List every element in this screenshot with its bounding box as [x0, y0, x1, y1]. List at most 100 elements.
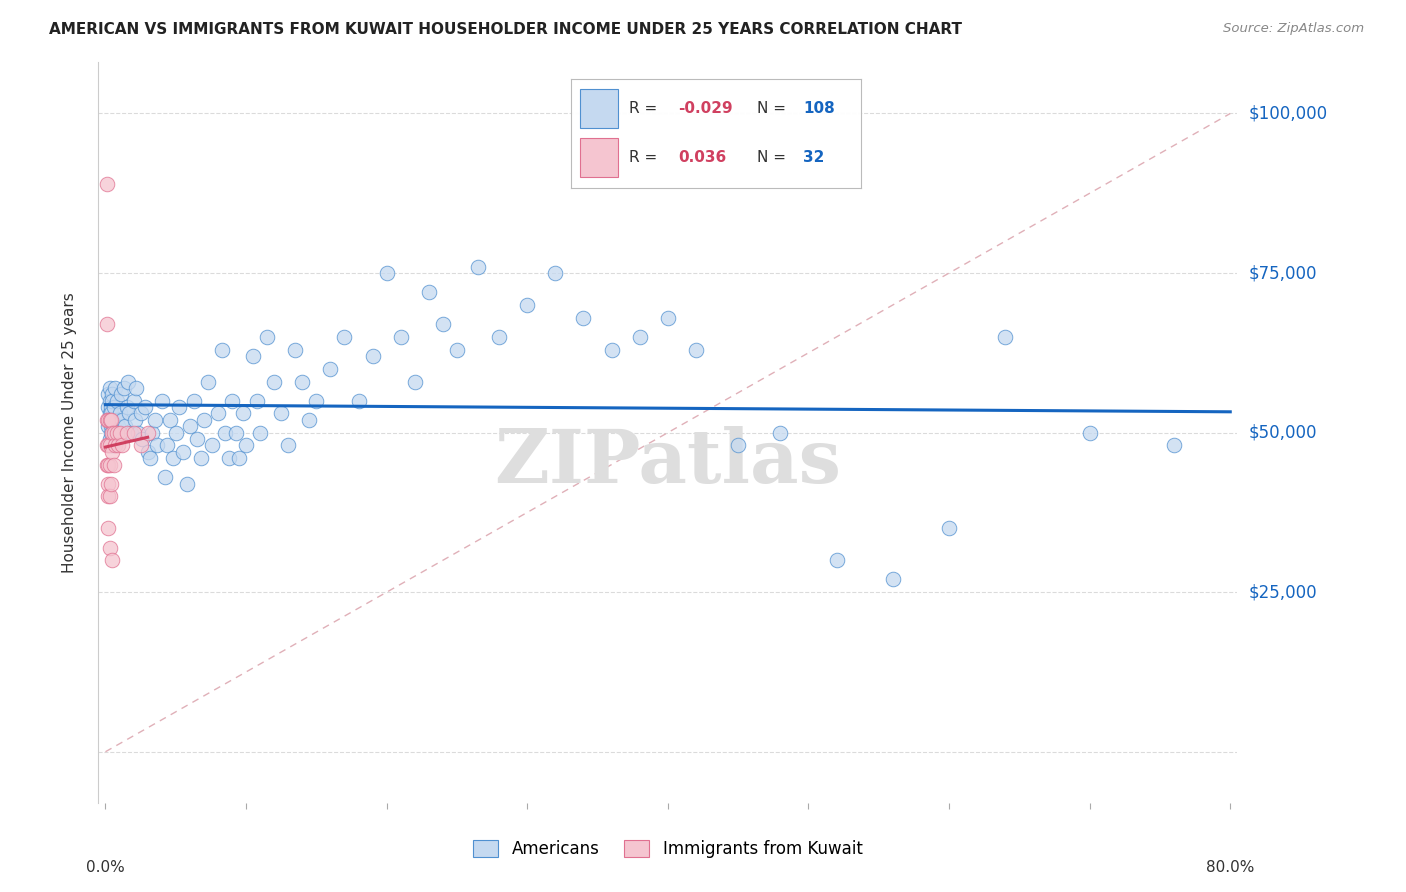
Point [1078, 425, 1101, 440]
Point [572, 310, 595, 325]
Point [115, 425, 138, 440]
Point [111, 413, 134, 427]
Point [97, 400, 120, 414]
Point [131, 432, 153, 446]
Point [115, 400, 138, 414]
Point [305, 393, 328, 408]
Point [284, 343, 307, 357]
Point [150, 393, 173, 408]
Point [179, 419, 201, 434]
Point [122, 425, 145, 440]
Point [211, 343, 233, 357]
Point [361, 349, 384, 363]
Point [98, 381, 121, 395]
Point [263, 375, 285, 389]
Point [249, 425, 271, 440]
Point [112, 381, 135, 395]
Text: $100,000: $100,000 [1249, 104, 1327, 122]
Point [197, 375, 219, 389]
Point [101, 393, 124, 408]
Point [165, 425, 187, 440]
Point [114, 419, 136, 434]
Point [228, 451, 250, 466]
Point [98, 458, 121, 472]
Point [122, 393, 145, 408]
Point [100, 400, 122, 414]
Point [375, 266, 398, 280]
Point [143, 413, 166, 427]
Point [214, 425, 236, 440]
Point [685, 343, 707, 357]
Point [107, 419, 129, 434]
Point [291, 375, 314, 389]
Point [1163, 438, 1185, 452]
Point [104, 438, 127, 452]
Point [117, 375, 139, 389]
Text: ZIPatlas: ZIPatlas [495, 425, 841, 499]
Point [246, 393, 269, 408]
Point [97, 490, 120, 504]
Point [136, 444, 159, 458]
Point [146, 438, 169, 452]
Point [333, 330, 356, 344]
Point [105, 425, 128, 440]
Point [97, 387, 120, 401]
Point [103, 419, 125, 434]
Point [98, 413, 121, 427]
Point [319, 361, 342, 376]
Point [98, 393, 121, 408]
Point [97, 476, 120, 491]
Point [98, 432, 121, 446]
Point [183, 393, 205, 408]
Point [100, 407, 122, 421]
Point [207, 407, 229, 421]
Point [98, 407, 121, 421]
Point [186, 432, 208, 446]
Point [404, 375, 426, 389]
Point [101, 444, 124, 458]
Point [100, 476, 122, 491]
Point [488, 330, 510, 344]
Point [100, 425, 122, 440]
Point [467, 260, 489, 274]
Point [129, 438, 152, 452]
Point [98, 490, 121, 504]
Point [201, 438, 224, 452]
Text: 80.0%: 80.0% [1206, 860, 1254, 875]
Text: Source: ZipAtlas.com: Source: ZipAtlas.com [1223, 22, 1364, 36]
Point [141, 425, 163, 440]
Point [100, 413, 122, 427]
Point [101, 413, 124, 427]
Point [96, 317, 118, 331]
Point [221, 393, 243, 408]
Point [108, 425, 131, 440]
Point [389, 330, 412, 344]
Point [101, 387, 124, 401]
Point [101, 438, 124, 452]
Point [225, 425, 247, 440]
Point [96, 177, 118, 191]
Point [270, 407, 292, 421]
Point [153, 470, 176, 484]
Point [98, 541, 121, 555]
Point [103, 425, 125, 440]
Point [107, 438, 129, 452]
Point [235, 438, 257, 452]
Point [193, 413, 215, 427]
Point [111, 438, 134, 452]
Point [96, 458, 118, 472]
Point [882, 573, 904, 587]
Text: AMERICAN VS IMMIGRANTS FROM KUWAIT HOUSEHOLDER INCOME UNDER 25 YEARS CORRELATION: AMERICAN VS IMMIGRANTS FROM KUWAIT HOUSE… [49, 22, 962, 37]
Point [105, 393, 128, 408]
Point [347, 393, 370, 408]
Point [167, 400, 190, 414]
Point [176, 476, 198, 491]
Point [139, 451, 162, 466]
Point [190, 451, 212, 466]
Point [277, 438, 299, 452]
Point [104, 425, 127, 440]
Point [105, 413, 128, 427]
Point [118, 407, 141, 421]
Point [938, 521, 960, 535]
Point [96, 438, 118, 452]
